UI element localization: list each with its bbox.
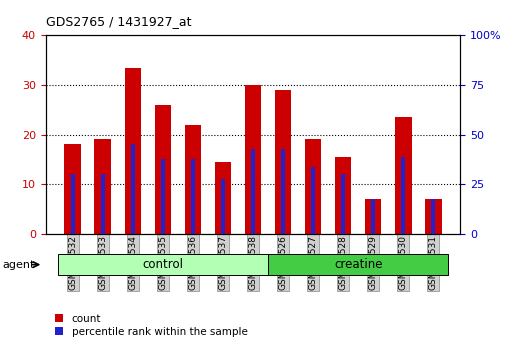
Bar xyxy=(371,199,375,234)
Bar xyxy=(274,90,291,234)
Bar xyxy=(424,199,441,234)
Bar xyxy=(100,174,105,234)
Bar xyxy=(130,144,134,234)
Text: agent: agent xyxy=(3,260,35,270)
Text: creatine: creatine xyxy=(333,258,382,271)
Bar xyxy=(280,149,284,234)
Bar xyxy=(190,159,194,234)
Bar xyxy=(214,162,231,234)
Bar xyxy=(334,157,351,234)
Bar xyxy=(340,174,344,234)
Bar xyxy=(400,157,405,234)
Bar xyxy=(304,139,321,234)
Bar xyxy=(364,199,381,234)
Bar xyxy=(221,179,225,234)
Bar xyxy=(71,174,75,234)
Bar xyxy=(184,125,201,234)
Text: GDS2765 / 1431927_at: GDS2765 / 1431927_at xyxy=(45,15,191,28)
Text: control: control xyxy=(142,258,183,271)
Bar xyxy=(244,85,261,234)
Bar xyxy=(250,149,255,234)
Bar xyxy=(154,105,171,234)
Bar xyxy=(124,68,141,234)
FancyBboxPatch shape xyxy=(268,254,447,275)
Legend: count, percentile rank within the sample: count, percentile rank within the sample xyxy=(50,310,251,341)
Bar xyxy=(394,117,411,234)
Bar xyxy=(64,144,81,234)
Bar xyxy=(311,167,315,234)
Bar xyxy=(161,159,165,234)
FancyBboxPatch shape xyxy=(58,254,268,275)
Bar xyxy=(94,139,111,234)
Bar xyxy=(430,199,434,234)
